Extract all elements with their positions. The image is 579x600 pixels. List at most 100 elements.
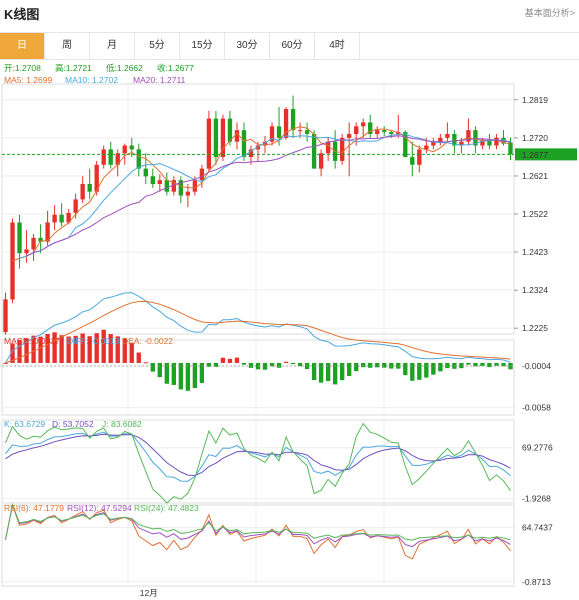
candle-body [304,130,310,134]
macd-histogram-bar [94,333,99,363]
candle-body [206,118,212,169]
macd-histogram-bar [3,362,8,364]
tab-5min[interactable]: 5分 [135,33,180,59]
macd-histogram-bar [501,362,506,367]
candle-body [73,199,78,213]
tab-30min[interactable]: 30分 [225,33,270,59]
y-tick-label: 1.2225 [522,323,548,333]
candle-body [227,118,233,142]
rsi24-line [5,503,511,541]
macd-histogram-bar [325,362,331,381]
candle-body [262,141,268,146]
macd-histogram-bar [66,336,71,363]
candle-body [297,130,303,132]
current-price-tag [515,148,577,161]
y-tick-label: 1.2819 [522,95,548,105]
y-tick-label: 1.2522 [522,209,548,219]
candle-body [94,164,99,192]
candle-body [487,139,492,146]
tab-week[interactable]: 周 [45,33,90,59]
candle-body [494,137,499,146]
panel-border [1,419,515,504]
macd-histogram-bar [143,362,148,364]
candle-body [171,180,177,192]
y-tick-label: 1.2720 [522,133,548,143]
macd-histogram-bar [241,362,247,365]
candle-body [185,191,191,196]
candle-body [31,237,36,250]
tab-60min[interactable]: 60分 [270,33,315,59]
macd-histogram-bar [199,362,205,383]
macd-histogram-bar [220,357,226,363]
macd-histogram-bar [150,362,155,372]
macd-panel [2,292,514,391]
candle-body [354,126,359,134]
macd-histogram-bar [262,362,268,370]
candle-body [438,137,443,142]
candle-body [417,149,422,165]
tab-month[interactable]: 月 [90,33,135,59]
candle-body [445,134,450,138]
macd-histogram-bar [31,335,36,363]
candle-body [248,149,254,158]
macd-histogram-bar [290,362,296,365]
candle-body [269,126,275,142]
macd-histogram-bar [283,361,289,363]
macd-histogram-bar [332,362,338,385]
candle-body [361,122,366,127]
candle-body [234,130,240,142]
macd-y-tick-label: -0.0004 [522,361,551,371]
candle-body [59,214,64,223]
candle-body [45,222,50,242]
rsi6-line [5,503,511,560]
chart-legends: 开:1.2708 高:1.2721 低:1.2662 收:1.2677 MA5:… [4,63,199,513]
macd-histogram-bar [361,362,366,368]
kline-chart[interactable]: 开:1.2708 高:1.2721 低:1.2662 收:1.2677 MA5:… [0,60,579,600]
macd-histogram-bar [59,335,64,363]
macd-histogram-bar [480,362,485,366]
macd-histogram-bar [445,362,450,369]
legend-dea: DEA: -0.0022 [122,336,173,346]
macd-histogram-bar [424,362,429,378]
macd-histogram-bar [311,362,317,380]
tab-15min[interactable]: 15分 [180,33,225,59]
candle-body [150,176,155,184]
macd-histogram-bar [10,343,15,363]
macd-histogram-bar [171,362,177,385]
macd-histogram-bar [339,362,345,381]
panel-border [1,504,515,587]
macd-y-tick-label: -0.0058 [522,402,551,412]
fundamental-analysis-link[interactable]: 基本面分析> [524,8,575,18]
candle-body [368,122,373,134]
macd-diff-line [5,292,511,364]
macd-histogram-bar [52,332,57,363]
candle-body [129,145,134,150]
candle-body [325,141,331,154]
macd-histogram-bar [136,352,141,363]
tab-4hour[interactable]: 4时 [315,33,360,59]
macd-histogram-bar [431,362,436,375]
chart-axes: 1.2819 1.2720 1.2621 1.2522 1.2423 1.2324 1.22… [140,95,577,598]
legend-d: D: 53.7052 [52,419,94,429]
candle-body [157,180,162,184]
candle-body [339,137,345,161]
kdj-y-tick-label: 69.2776 [522,443,553,453]
legend-macd: MACD: 0.0017 [4,336,60,346]
macd-dea-line [5,300,511,364]
y-tick-label: 1.2621 [522,171,548,181]
legend-rsi12: RSI(12): 47.5294 [67,503,132,513]
macd-histogram-bar [459,362,464,369]
candle-body [283,109,289,138]
macd-histogram-bar [410,362,415,381]
candle-body [199,168,205,181]
kdj-d-line [5,433,511,477]
candle-body [122,145,127,154]
rsi-y-tick-label: -0.8713 [522,577,551,587]
panel-border [1,339,515,416]
candle-body [347,134,352,138]
tab-day[interactable]: 日 [0,33,45,59]
macd-histogram-bar [206,362,212,367]
legend-ma20: MA20: 1.2711 [133,75,186,85]
candle-body [108,149,113,165]
x-axis-label: 12月 [140,588,158,598]
